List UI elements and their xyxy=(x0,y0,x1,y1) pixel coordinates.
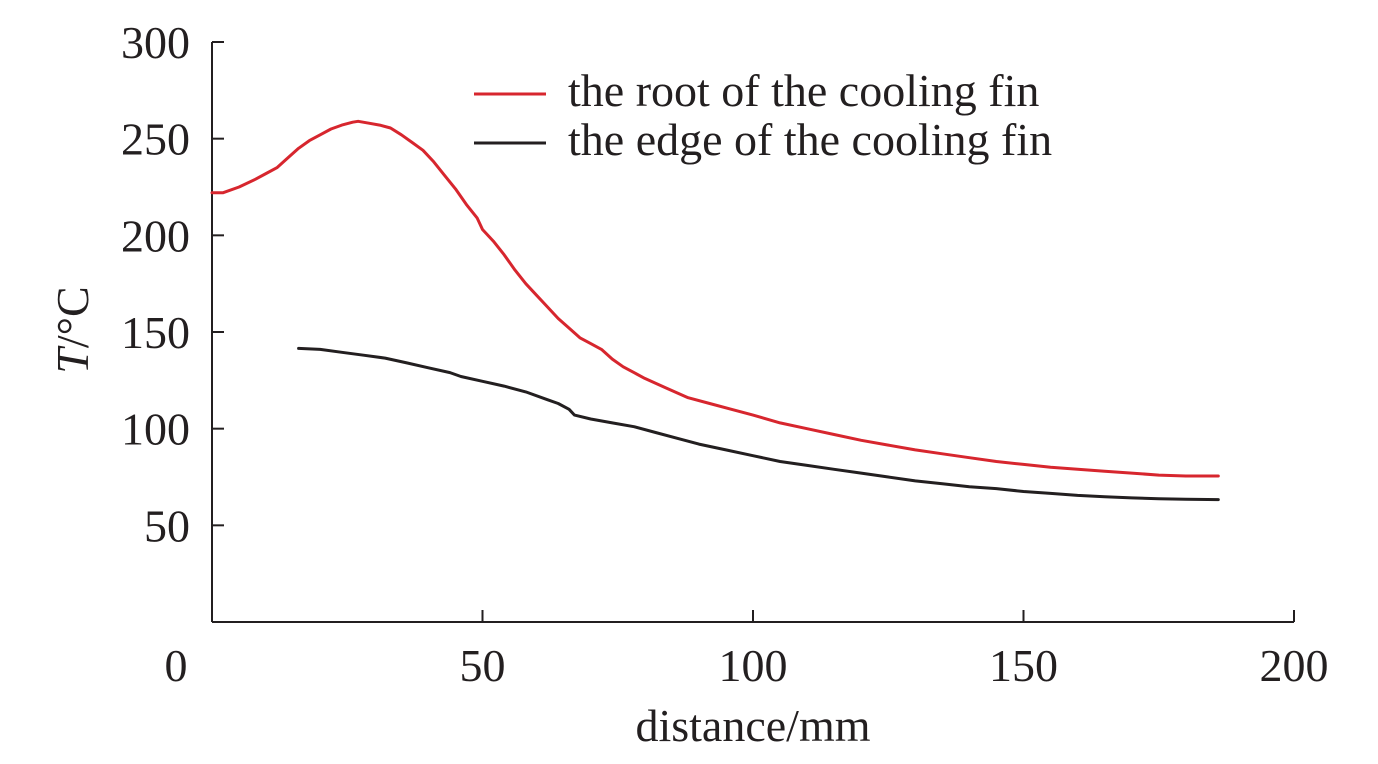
x-axis-title: distance/mm xyxy=(635,700,870,751)
x-tick-label: 200 xyxy=(1260,640,1329,691)
y-axis-title: T/°C xyxy=(47,286,98,373)
series-line-root xyxy=(210,119,1220,478)
x-tick-label: 100 xyxy=(719,640,788,691)
series-line-edge xyxy=(297,346,1220,502)
x-tick-label: 150 xyxy=(989,640,1058,691)
legend-label-root: the root of the cooling fin xyxy=(568,65,1039,116)
x-tick-label: 50 xyxy=(460,640,506,691)
legend-label-edge: the edge of the cooling fin xyxy=(568,114,1052,165)
y-axis-title-unit: /°C xyxy=(47,286,98,348)
y-tick-label: 200 xyxy=(121,210,190,261)
x-tick-label: 0 xyxy=(165,640,188,691)
y-axis-title-symbol: T xyxy=(47,345,98,374)
y-tick-label: 300 xyxy=(121,17,190,68)
y-tick-label: 150 xyxy=(121,307,190,358)
y-tick-label: 50 xyxy=(144,500,190,551)
y-tick-label: 100 xyxy=(121,404,190,455)
y-tick-label: 250 xyxy=(121,114,190,165)
